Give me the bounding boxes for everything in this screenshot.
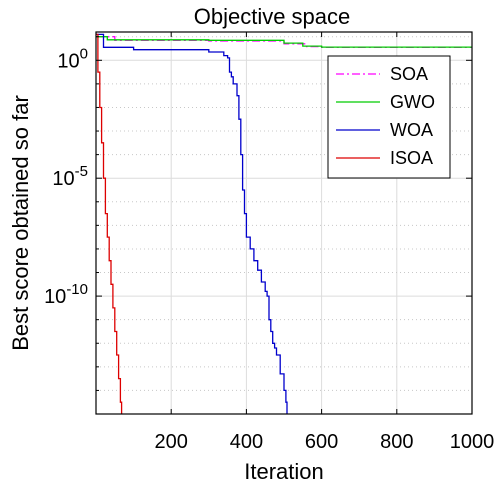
series-line-gwo bbox=[96, 36, 472, 48]
plot-frame bbox=[95, 31, 473, 415]
x-axis-label: Iteration bbox=[244, 459, 324, 484]
legend: SOA GWO WOA ISOA bbox=[327, 55, 451, 179]
series-line-woa bbox=[96, 33, 288, 414]
legend-label-gwo: GWO bbox=[390, 92, 435, 112]
y-tick-label: 10-5 bbox=[52, 163, 88, 190]
legend-label-isoa: ISOA bbox=[390, 148, 433, 168]
legend-label-woa: WOA bbox=[390, 120, 433, 140]
y-axis-label: Best score obtained so far bbox=[8, 95, 33, 351]
x-tick-label: 200 bbox=[155, 431, 188, 453]
y-tick-label: 10-10 bbox=[44, 281, 88, 308]
x-tick-label: 600 bbox=[305, 431, 338, 453]
series-line-isoa bbox=[96, 33, 123, 414]
chart-title: Objective space bbox=[194, 4, 351, 29]
legend-label-soa: SOA bbox=[390, 64, 428, 84]
tick-layer: 200 400 600 800 1000 100 10-5 10-10 bbox=[44, 32, 494, 453]
x-tick-label: 400 bbox=[230, 431, 263, 453]
y-tick-label: 100 bbox=[57, 45, 88, 72]
legend-items: SOA GWO WOA ISOA bbox=[336, 64, 435, 168]
series-layer bbox=[96, 33, 472, 414]
x-tick-label: 800 bbox=[380, 431, 413, 453]
x-tick-label: 1000 bbox=[450, 431, 495, 453]
